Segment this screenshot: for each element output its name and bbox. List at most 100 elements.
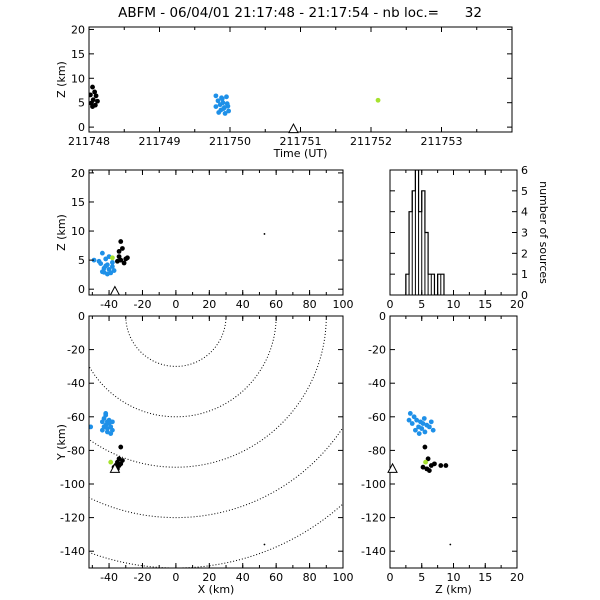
- x-tick-label: 100: [333, 298, 354, 311]
- source-point-mid: [91, 257, 97, 263]
- source-point-mid: [413, 427, 418, 433]
- source-point-mid: [108, 431, 114, 436]
- source-point-late: [423, 459, 428, 465]
- source-point-mid: [407, 411, 413, 416]
- source-point-early: [121, 260, 127, 266]
- source-point-mid: [89, 424, 94, 430]
- source-point-early: [263, 233, 266, 235]
- x-tick-label: 211750: [209, 135, 251, 148]
- x-tick-label: 211752: [350, 135, 392, 148]
- height-histogram-plot-area: [405, 170, 445, 295]
- source-point-early: [118, 444, 124, 450]
- y-tick-label: -140: [361, 545, 386, 558]
- y-tick-label: 0: [379, 310, 386, 323]
- source-point-early: [116, 248, 122, 254]
- source-point-early: [120, 246, 125, 251]
- source-point-mid: [99, 427, 105, 433]
- y-tick-label: 2: [521, 247, 528, 260]
- source-point-mid: [213, 93, 219, 99]
- y-tick-label: 6: [521, 164, 528, 177]
- x-tick-label: 20: [510, 571, 524, 584]
- height-y-plot-area: [406, 411, 452, 546]
- source-point-mid: [109, 260, 115, 265]
- source-point-mid: [96, 258, 102, 264]
- x-tick-label: 80: [303, 298, 317, 311]
- y-tick-label: 15: [71, 196, 85, 209]
- x-axis-label: Time (UT): [273, 147, 328, 160]
- time-height-plot-area: [89, 84, 381, 116]
- y-tick-label: 3: [521, 227, 528, 240]
- source-point-early: [95, 98, 100, 104]
- source-point-mid: [416, 431, 422, 436]
- source-point-mid: [103, 256, 109, 262]
- x-tick-label: 0: [387, 571, 394, 584]
- height-y-frame: [389, 315, 518, 569]
- source-point-mid: [430, 427, 436, 433]
- y-tick-label: -80: [368, 444, 386, 457]
- source-point-mid: [101, 269, 107, 275]
- y-tick-label: -100: [361, 478, 386, 491]
- source-point-mid: [225, 103, 231, 109]
- x-tick-label: 5: [418, 298, 425, 311]
- x-tick-label: 20: [202, 571, 216, 584]
- x-tick-label: 211749: [139, 135, 181, 148]
- x-tick-label: -40: [100, 571, 118, 584]
- x-tick-label: 100: [333, 571, 354, 584]
- source-point-early: [125, 255, 130, 261]
- y-tick-label: 5: [78, 254, 85, 267]
- x-tick-label: 0: [172, 571, 179, 584]
- y-axis-label: number of sources: [537, 181, 550, 284]
- source-point-mid: [420, 421, 426, 426]
- source-point-early: [425, 456, 431, 462]
- x-height-plot-area: [91, 233, 266, 277]
- y-tick-label: 0: [78, 310, 85, 323]
- time-height-panel: 211748 211749 211750 211751 211752 211753 0 5 10…: [55, 23, 513, 160]
- y-tick-label: 10: [71, 72, 85, 85]
- x-tick-label: 40: [236, 298, 250, 311]
- plan-view-frame: [88, 315, 344, 569]
- source-point-mid: [422, 429, 428, 435]
- y-tick-label: -60: [67, 411, 85, 424]
- y-axis-label: Z (km): [55, 61, 68, 98]
- source-point-early: [118, 239, 124, 244]
- y-tick-label: 5: [521, 185, 528, 198]
- source-point-mid: [224, 94, 229, 100]
- source-point-mid: [409, 421, 415, 426]
- station-triangle-icon: [109, 462, 121, 473]
- plan-view-panel: -40 -20 0 20 40 60 80 100 0 -20 -40 -60 -80 -100 -120 -…: [55, 310, 354, 596]
- source-point-mid: [221, 106, 227, 111]
- y-tick-label: -40: [67, 377, 85, 390]
- source-point-early: [422, 444, 428, 450]
- y-tick-label: 1: [521, 268, 528, 281]
- x-tick-label: 60: [269, 571, 283, 584]
- y-tick-label: 0: [521, 289, 528, 302]
- y-tick-label: 0: [78, 121, 85, 134]
- source-point-early: [93, 93, 99, 99]
- y-tick-label: 15: [71, 48, 85, 61]
- source-point-mid: [428, 419, 434, 425]
- y-axis-label: Z (km): [55, 214, 68, 251]
- source-point-early: [120, 458, 125, 463]
- y-axis-label: Y (km): [55, 424, 68, 461]
- source-point-late: [108, 459, 114, 465]
- y-tick-label: -60: [368, 411, 386, 424]
- x-tick-label: 10: [447, 298, 461, 311]
- source-point-early: [420, 464, 426, 470]
- x-tick-label: 20: [510, 298, 524, 311]
- x-tick-label: 10: [447, 571, 461, 584]
- source-point-mid: [109, 419, 115, 425]
- x-tick-label: 80: [303, 571, 317, 584]
- figure-title: ABFM - 06/04/01 21:17:48 - 21:17:54 - nb…: [118, 5, 482, 21]
- source-point-mid: [215, 98, 221, 104]
- x-tick-label: 211753: [421, 135, 463, 148]
- y-tick-label: -40: [368, 377, 386, 390]
- source-point-late: [109, 255, 115, 261]
- x-tick-label: 15: [478, 571, 492, 584]
- x-tick-label: 211751: [280, 135, 322, 148]
- source-point-mid: [222, 111, 228, 116]
- y-tick-label: 20: [71, 23, 85, 36]
- y-tick-label: 10: [71, 225, 85, 238]
- y-tick-label: -120: [60, 512, 85, 525]
- source-point-mid: [414, 417, 420, 423]
